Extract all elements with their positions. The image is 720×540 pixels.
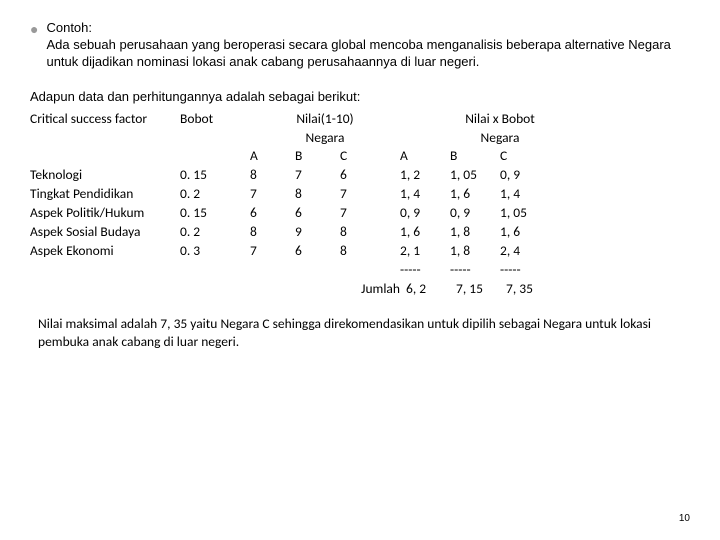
cell-xC: 1, 05 [500,204,550,223]
cell-factor: Aspek Sosial Budaya [30,223,180,242]
cell-nA: 8 [250,166,295,185]
cell-xB: 1, 8 [450,242,500,261]
cell-nC: 8 [340,242,385,261]
cell-factor: Aspek Politik/Hukum [30,204,180,223]
header-nxb: Nilai x Bobot [400,110,600,129]
dash-b: ----- [450,261,500,280]
cell-nB: 7 [295,166,340,185]
cell-bobot: 0. 3 [180,242,250,261]
dash-a: ----- [400,261,450,280]
intro-body: Ada sebuah perusahaan yang beroperasi se… [46,37,690,71]
table-row: Teknologi0. 15876 1, 21, 050, 9 [30,166,690,185]
data-table: Critical success factor Bobot Nilai(1-10… [30,110,690,299]
cell-xC: 2, 4 [500,242,550,261]
cell-nA: 8 [250,223,295,242]
h-xB: B [450,147,500,166]
table-row: Aspek Sosial Budaya0. 28981, 61, 81, 6 [30,223,690,242]
cell-nA: 7 [250,185,295,204]
cell-nC: 7 [340,204,385,223]
bullet-icon: ● [30,21,38,37]
cell-bobot: 0. 2 [180,185,250,204]
cell-bobot: 0. 2 [180,223,250,242]
section2-text: Adapun data dan perhitungannya adalah se… [30,89,690,104]
cell-xA: 1, 4 [400,185,450,204]
cell-xA: 2, 1 [400,242,450,261]
cell-nB: 8 [295,185,340,204]
cell-factor: Teknologi [30,166,180,185]
h-nC: C [340,147,385,166]
cell-nC: 7 [340,185,385,204]
cell-xC: 1, 4 [500,185,550,204]
cell-nB: 6 [295,204,340,223]
intro-block: ● Contoh: Ada sebuah perusahaan yang ber… [30,20,690,71]
cell-nC: 8 [340,223,385,242]
header-bobot: Bobot [180,110,250,129]
header-factor: Critical success factor [30,110,180,129]
cell-xA: 1, 2 [400,166,450,185]
cell-xB: 0, 9 [450,204,500,223]
jumlah-label: Jumlah [250,280,406,299]
cell-xA: 0, 9 [400,204,450,223]
table-row: Aspek Politik/Hukum0. 156670, 90, 91, 05 [30,204,690,223]
table-row: Aspek Ekonomi0. 3768 2, 11, 82, 4 [30,242,690,261]
table-row: Tingkat Pendidikan 0. 27871, 41, 61, 4 [30,185,690,204]
header-negara1: Negara [250,129,400,148]
cell-xA: 1, 6 [400,223,450,242]
cell-xB: 1, 8 [450,223,500,242]
cell-xC: 1, 6 [500,223,550,242]
jumlah-a: 6, 2 [406,280,456,299]
intro-text: Contoh: Ada sebuah perusahaan yang berop… [46,20,690,71]
dash-c: ----- [500,261,550,280]
intro-title: Contoh: [46,20,92,35]
cell-factor: Aspek Ekonomi [30,242,180,261]
h-nA: A [250,147,295,166]
header-negara2: Negara [400,129,600,148]
jumlah-c: 7, 35 [506,280,556,299]
cell-factor: Tingkat Pendidikan [30,185,180,204]
h-xA: A [400,147,450,166]
cell-nA: 6 [250,204,295,223]
h-xC: C [500,147,550,166]
cell-xB: 1, 6 [450,185,500,204]
cell-nB: 6 [295,242,340,261]
footer-note: Nilai maksimal adalah 7, 35 yaitu Negara… [30,315,690,351]
cell-xC: 0, 9 [500,166,550,185]
cell-nA: 7 [250,242,295,261]
jumlah-b: 7, 15 [456,280,506,299]
cell-nC: 6 [340,166,385,185]
cell-xB: 1, 05 [450,166,500,185]
cell-bobot: 0. 15 [180,204,250,223]
cell-bobot: 0. 15 [180,166,250,185]
page-number: 10 [679,513,690,524]
header-nilai: Nilai(1-10) [250,110,400,129]
h-nB: B [295,147,340,166]
cell-nB: 9 [295,223,340,242]
